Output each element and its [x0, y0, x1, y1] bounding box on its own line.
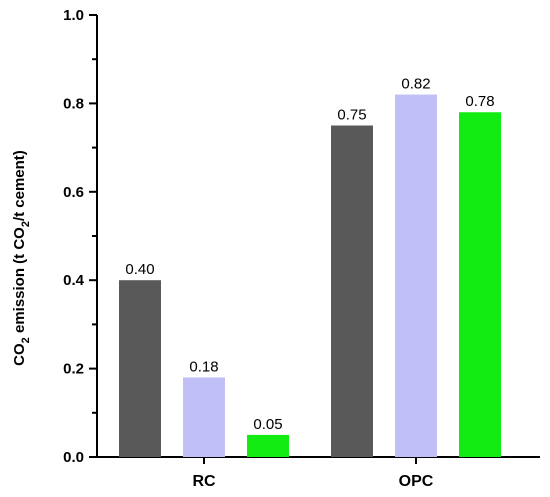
y-tick-label: 0.6 — [63, 184, 84, 201]
y-axis-title: CO2 emission (t CO2/t cement) — [11, 150, 32, 366]
x-axis: RC OPC — [96, 456, 540, 490]
x-category-label: OPC — [399, 473, 434, 490]
bar — [119, 280, 161, 457]
data-label: 0.75 — [337, 107, 366, 124]
data-labels: 0.40 0.18 0.05 0.75 0.82 0.78 — [125, 76, 494, 433]
bar — [395, 94, 437, 457]
bars — [119, 94, 501, 458]
data-label: 0.40 — [125, 261, 154, 278]
data-label: 0.05 — [253, 416, 282, 433]
y-tick-label: 0.2 — [63, 361, 84, 378]
bar — [459, 112, 501, 458]
y-tick-label: 1.0 — [63, 7, 84, 24]
y-tick-label: 0.8 — [63, 95, 84, 112]
bar — [183, 377, 225, 457]
data-label: 0.82 — [401, 76, 430, 93]
data-label: 0.78 — [465, 93, 494, 110]
x-category-label: RC — [192, 473, 216, 490]
y-tick-label: 0.4 — [63, 272, 85, 289]
y-tick-label: 0.0 — [63, 449, 84, 466]
y-axis: 0.0 0.2 0.4 0.6 0.8 1.0 — [63, 7, 98, 466]
data-label: 0.18 — [189, 358, 218, 375]
bar — [247, 434, 289, 457]
bar — [331, 125, 373, 457]
